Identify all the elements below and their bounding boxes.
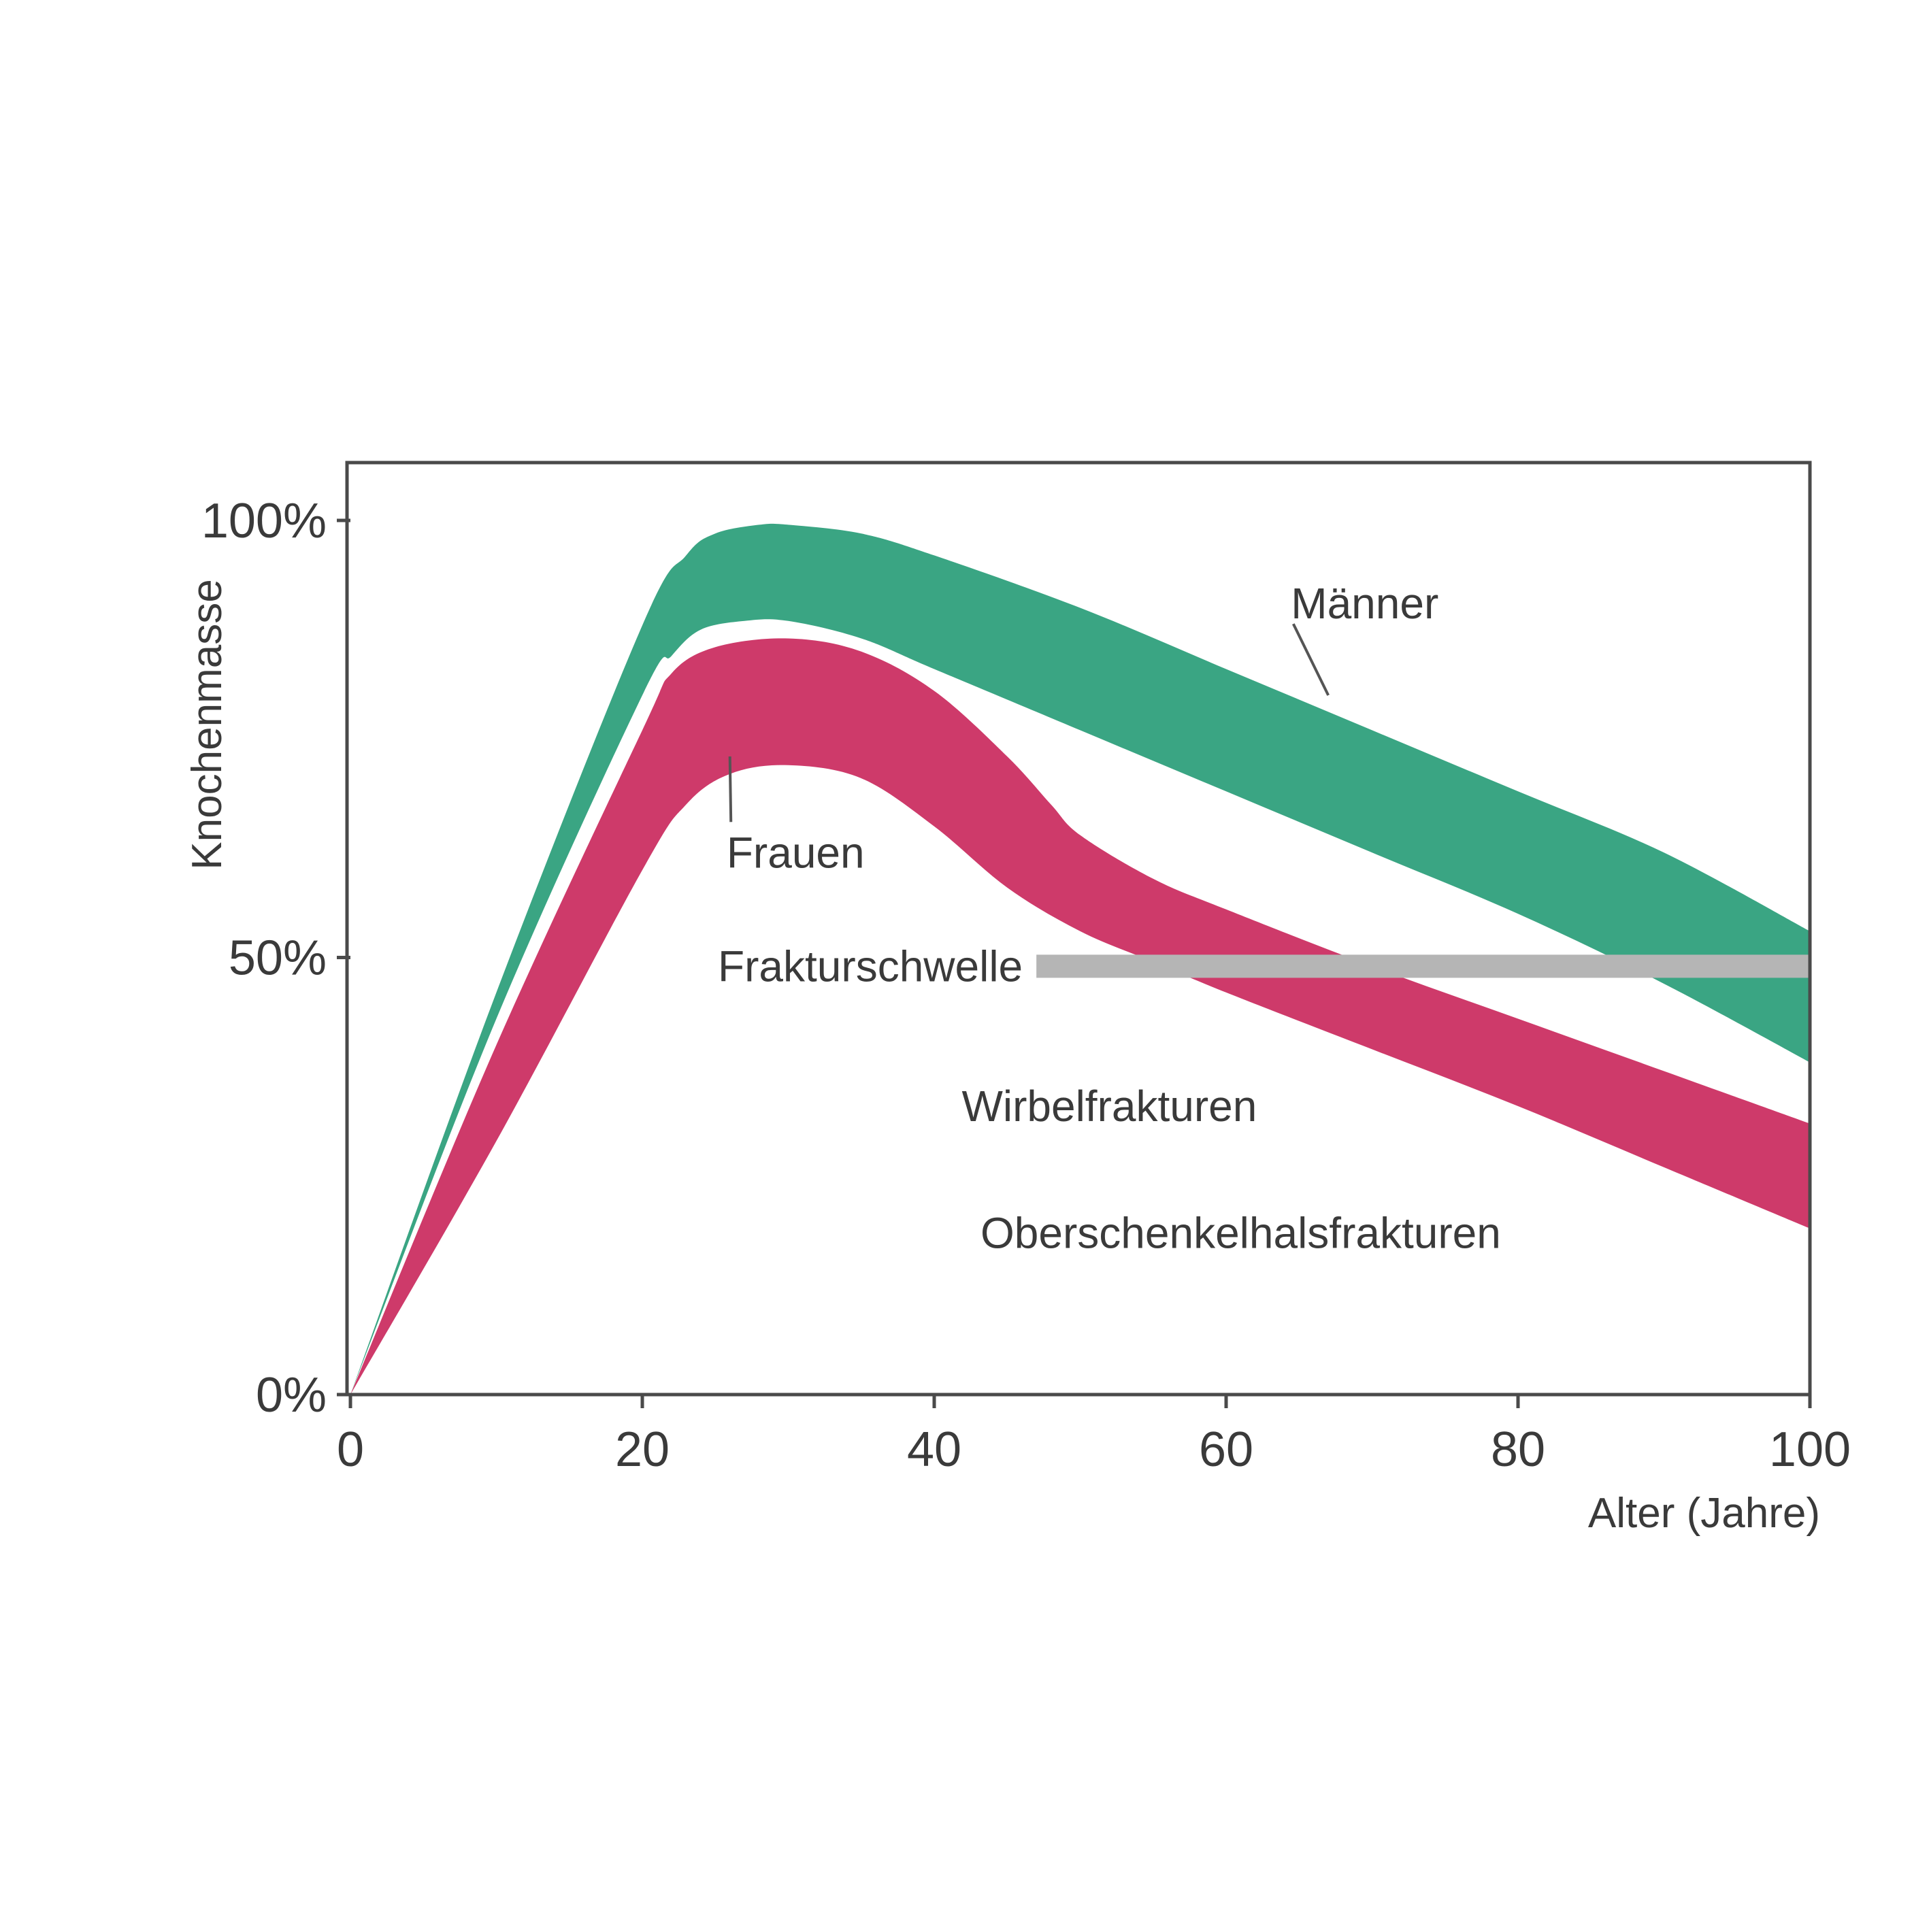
x-tick-label-0: 0: [337, 1422, 364, 1477]
band-maenner: [350, 523, 1810, 1395]
x-axis-title: Alter (Jahre): [1588, 1490, 1820, 1537]
threshold-layer: Frakturschwelle: [718, 942, 1810, 990]
x-tick-label-20: 20: [615, 1422, 670, 1477]
ticks-layer: 0 20 40 60 80 100 0% 50% 100%: [201, 494, 1851, 1477]
pointer-frauen: [728, 756, 733, 822]
fracture-threshold-label: Frakturschwelle: [718, 942, 1023, 990]
bands-layer: [350, 523, 1810, 1395]
x-tick-label-60: 60: [1199, 1422, 1253, 1477]
annotations-layer: Männer Frauen Wirbelfrakturen Oberschenkelh…: [727, 579, 1501, 1257]
y-tick-label-0-: 0%: [256, 1368, 327, 1422]
label-oberschenkelhalsfrakturen: Oberschenkelhalsfrakturen: [980, 1208, 1501, 1257]
y-axis-title: Knochenmasse: [184, 579, 231, 869]
label-wirbelfrakturen: Wirbelfrakturen: [961, 1082, 1257, 1131]
y-tick-label-50-: 50%: [229, 931, 327, 986]
y-tick-label-100-: 100%: [201, 494, 327, 548]
label-maenner: Männer: [1291, 579, 1438, 628]
x-tick-label-80: 80: [1491, 1422, 1545, 1477]
x-tick-label-40: 40: [907, 1422, 961, 1477]
band-frauen: [350, 638, 1810, 1395]
plot-frame: [345, 461, 1812, 1397]
pointer-maenner: [1291, 623, 1330, 696]
x-tick-label-100: 100: [1769, 1422, 1851, 1477]
label-frauen: Frauen: [727, 828, 865, 877]
